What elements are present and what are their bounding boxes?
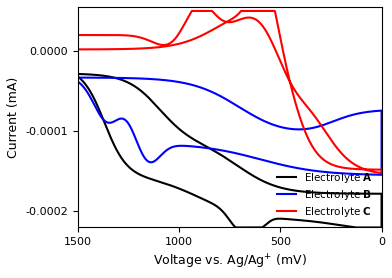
Y-axis label: Current (mA): Current (mA) xyxy=(7,76,20,158)
X-axis label: Voltage vs. Ag/Ag$^{+}$ (mV): Voltage vs. Ag/Ag$^{+}$ (mV) xyxy=(153,253,307,271)
Legend: Electrolyte $\mathbf{A}$, Electrolyte $\mathbf{B}$, Electrolyte $\mathbf{C}$: Electrolyte $\mathbf{A}$, Electrolyte $\… xyxy=(274,168,376,222)
